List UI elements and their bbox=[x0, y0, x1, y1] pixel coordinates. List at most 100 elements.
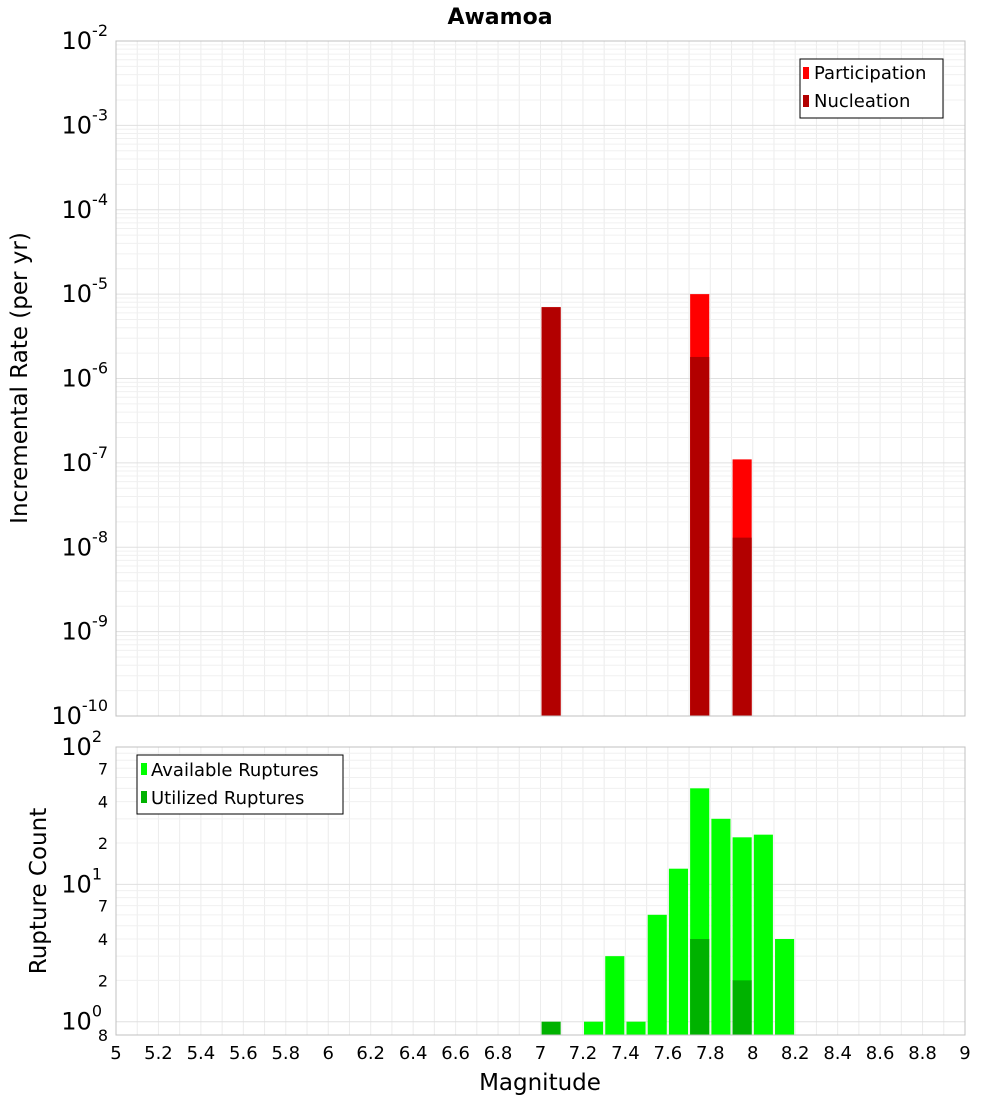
count-plot-frame bbox=[115, 746, 966, 1036]
participation-legend-label: Participation bbox=[814, 63, 926, 84]
rate-panel: 10-210-310-410-510-610-710-810-910-10 In… bbox=[7, 21, 966, 730]
y-tick-base: 10 bbox=[62, 365, 93, 393]
rate-y-axis-label: Incremental Rate (per yr) bbox=[7, 232, 33, 524]
y-tick-exponent: -3 bbox=[92, 105, 108, 124]
y-minor-tick-label: 2 bbox=[98, 834, 108, 853]
x-tick-label: 7 bbox=[535, 1043, 546, 1064]
x-axis-label: Magnitude bbox=[479, 1070, 601, 1096]
rate-legend-box bbox=[799, 58, 944, 119]
y-tick-base: 10 bbox=[62, 618, 93, 646]
y-tick-exponent: -2 bbox=[92, 21, 108, 40]
x-tick-label: 5.6 bbox=[229, 1043, 258, 1064]
available-ruptures-bar bbox=[626, 1021, 646, 1035]
rate-plot-frame bbox=[115, 40, 966, 717]
x-tick-label: 8.8 bbox=[908, 1043, 937, 1064]
available-ruptures-bar bbox=[584, 1021, 604, 1035]
y-tick-base: 10 bbox=[62, 27, 93, 55]
y-tick-exponent: -6 bbox=[92, 359, 108, 378]
y-tick-label: 10-7 bbox=[62, 443, 109, 477]
x-tick-label: 8.2 bbox=[781, 1043, 810, 1064]
x-tick-label: 5 bbox=[110, 1043, 121, 1064]
y-tick-label: 10-8 bbox=[62, 527, 109, 561]
utilized-legend-swatch bbox=[141, 791, 147, 803]
count-y-axis-label: Rupture Count bbox=[26, 808, 52, 974]
y-tick-label: 10-4 bbox=[62, 190, 109, 224]
nucleation-bar bbox=[690, 356, 710, 716]
available-ruptures-bar bbox=[753, 834, 773, 1035]
x-tick-label: 9 bbox=[959, 1043, 970, 1064]
x-tick-label: 7.8 bbox=[696, 1043, 725, 1064]
y-tick-base: 10 bbox=[62, 449, 93, 477]
nucleation-bar bbox=[541, 307, 561, 716]
y-tick-label: 102 bbox=[61, 727, 102, 761]
utilized-ruptures-bar bbox=[690, 939, 710, 1035]
y-tick-exponent: -5 bbox=[92, 274, 108, 293]
y-tick-label: 10-9 bbox=[62, 612, 109, 646]
available-ruptures-bar bbox=[775, 939, 795, 1035]
x-tick-label: 6.4 bbox=[399, 1043, 428, 1064]
x-tick-label: 5.4 bbox=[187, 1043, 216, 1064]
y-tick-label: 100 bbox=[61, 1002, 102, 1036]
y-tick-base: 10 bbox=[62, 196, 93, 224]
y-tick-base: 10 bbox=[62, 533, 93, 561]
rate-y-tick-labels: 10-210-310-410-510-610-710-810-910-10 bbox=[51, 21, 108, 730]
chart-title: Awamoa bbox=[447, 5, 552, 30]
y-tick-label: 10-6 bbox=[62, 359, 109, 393]
y-tick-base: 10 bbox=[61, 870, 92, 898]
available-legend-swatch bbox=[141, 763, 147, 775]
x-tick-label: 7.2 bbox=[569, 1043, 598, 1064]
rate-bars bbox=[541, 294, 752, 716]
nucleation-legend-label: Nucleation bbox=[814, 91, 910, 112]
nucleation-legend-swatch bbox=[803, 95, 809, 107]
available-legend-label: Available Ruptures bbox=[151, 760, 319, 781]
y-tick-label: 10-2 bbox=[62, 21, 109, 55]
x-tick-label: 7.4 bbox=[611, 1043, 640, 1064]
y-tick-exponent: -9 bbox=[92, 612, 108, 631]
y-tick-label: 10-3 bbox=[62, 105, 109, 139]
y-minor-tick-label: 7 bbox=[98, 759, 108, 778]
x-tick-label: 5.8 bbox=[271, 1043, 300, 1064]
rate-legend: Participation Nucleation bbox=[799, 58, 944, 119]
x-tick-label: 6.6 bbox=[441, 1043, 470, 1064]
count-legend-box bbox=[136, 754, 344, 815]
nucleation-bar bbox=[732, 537, 752, 716]
available-ruptures-bar bbox=[605, 956, 625, 1035]
x-tick-label: 8.4 bbox=[823, 1043, 852, 1064]
y-tick-label: 10-5 bbox=[62, 274, 109, 308]
available-ruptures-bar bbox=[647, 914, 667, 1035]
y-minor-tick-label: 4 bbox=[98, 793, 108, 812]
y-tick-base: 10 bbox=[51, 702, 82, 730]
y-tick-exponent: -10 bbox=[82, 696, 108, 715]
x-tick-label: 6.2 bbox=[356, 1043, 385, 1064]
y-tick-label: 10-10 bbox=[51, 696, 108, 730]
y-minor-tick-label: 4 bbox=[98, 930, 108, 949]
y-minor-tick-label: 7 bbox=[98, 897, 108, 916]
x-tick-label: 5.2 bbox=[144, 1043, 173, 1064]
available-ruptures-bar bbox=[668, 868, 689, 1035]
utilized-ruptures-bar bbox=[541, 1021, 561, 1035]
y-tick-label: 101 bbox=[61, 864, 102, 898]
participation-legend-swatch bbox=[803, 67, 809, 79]
utilized-legend-label: Utilized Ruptures bbox=[151, 788, 304, 809]
y-tick-exponent: 0 bbox=[92, 1002, 102, 1021]
count-bars bbox=[541, 788, 795, 1035]
y-tick-exponent: -8 bbox=[92, 527, 108, 546]
y-tick-exponent: 2 bbox=[92, 727, 102, 746]
rate-grid bbox=[115, 41, 966, 717]
x-tick-label: 8.6 bbox=[866, 1043, 895, 1064]
y-minor-tick-label: 2 bbox=[98, 971, 108, 990]
y-tick-exponent: -7 bbox=[92, 443, 108, 462]
y-tick-exponent: 1 bbox=[92, 864, 102, 883]
y-tick-base: 10 bbox=[62, 280, 93, 308]
count-legend: Available Ruptures Utilized Ruptures bbox=[136, 754, 344, 815]
y-tick-base: 10 bbox=[61, 1008, 92, 1036]
x-tick-label: 7.6 bbox=[654, 1043, 683, 1064]
y-tick-base: 10 bbox=[61, 733, 92, 761]
x-tick-label: 6 bbox=[323, 1043, 334, 1064]
x-tick-label: 8 bbox=[747, 1043, 758, 1064]
x-tick-labels: 5 5.2 5.4 5.6 5.8 6 6.2 6.4 6.6 6.8 7 7.2 7.4 7.6 7.8 8… bbox=[110, 1043, 970, 1064]
utilized-ruptures-bar bbox=[732, 980, 752, 1035]
y-tick-exponent: -4 bbox=[92, 190, 108, 209]
